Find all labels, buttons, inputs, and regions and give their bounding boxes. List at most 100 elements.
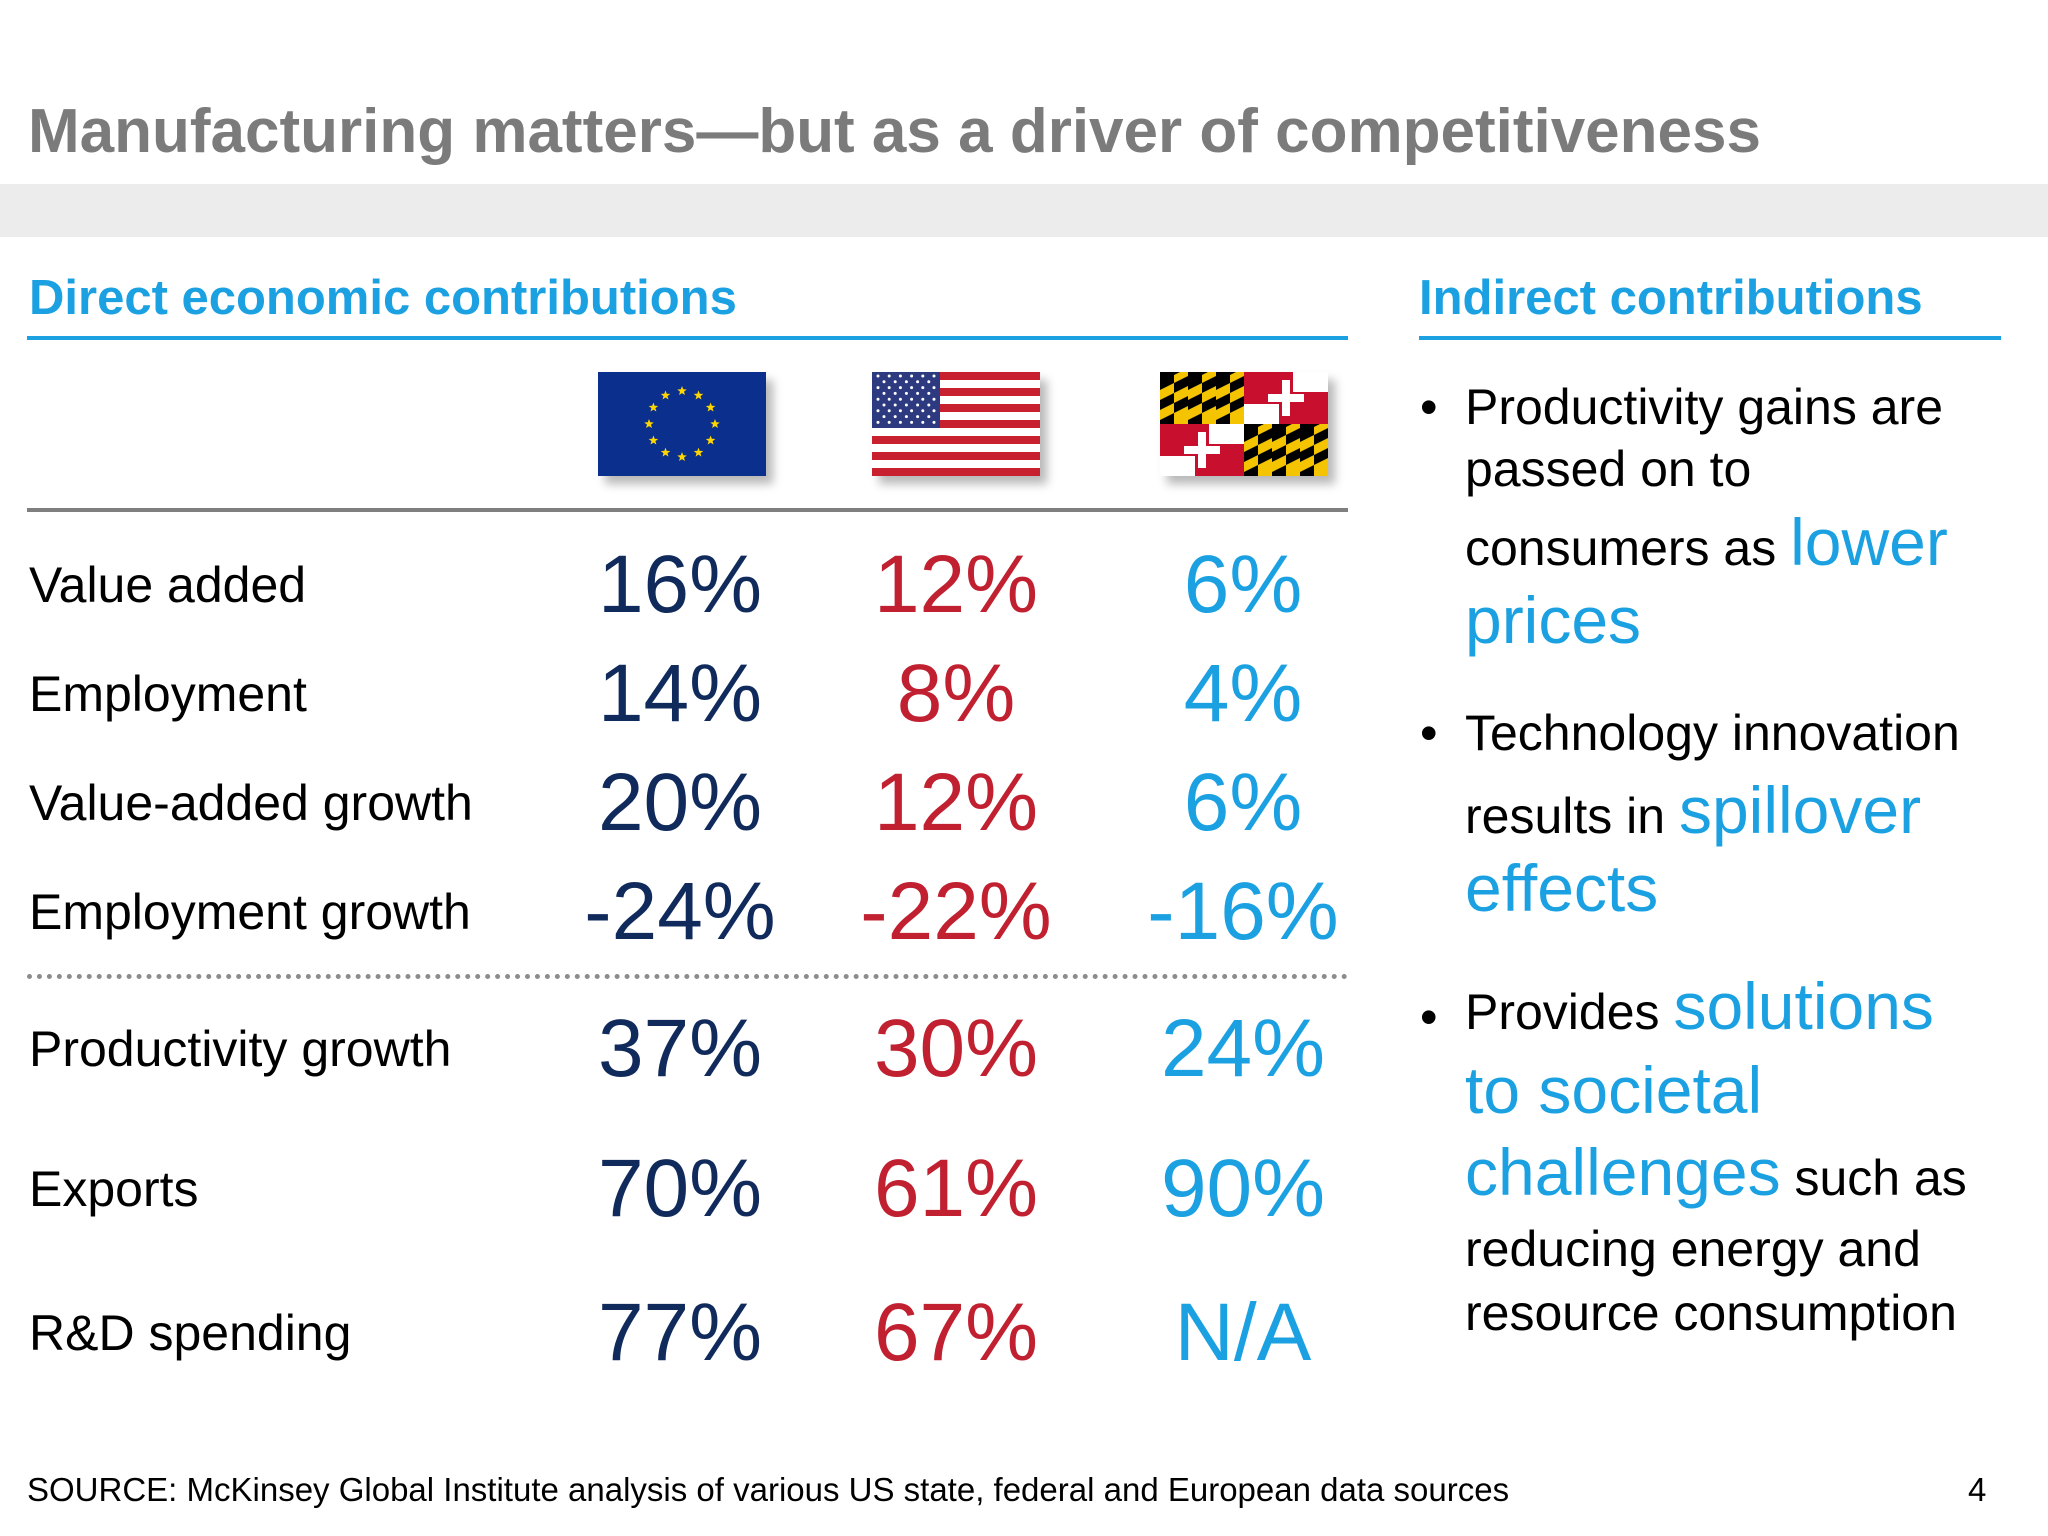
eu-flag-icon xyxy=(598,372,766,476)
bullet-1-line-1: Productivity gains are xyxy=(1465,379,1944,435)
us-star xyxy=(916,380,920,384)
exports-maryland: 90% xyxy=(1160,1143,1326,1234)
row-label-rd-spending: R&D spending xyxy=(29,1305,352,1361)
us-star xyxy=(927,380,931,384)
us-star xyxy=(927,403,931,407)
us-stripe xyxy=(872,428,1040,437)
us-stripe xyxy=(872,388,1040,397)
highlight-challenges: challenges xyxy=(1465,1135,1781,1209)
us-star xyxy=(904,403,908,407)
us-star xyxy=(876,420,880,424)
us-star xyxy=(882,380,886,384)
bullet-1-line-3: consumers as lower xyxy=(1465,505,1948,579)
bullet-3-line-4: reducing energy and xyxy=(1465,1221,1921,1277)
us-star xyxy=(921,397,925,401)
bullet-1-line-2: passed on to xyxy=(1465,441,1752,497)
eu-star xyxy=(644,419,654,429)
us-star xyxy=(887,409,891,413)
highlight-effects: effects xyxy=(1465,851,1659,925)
value-added-growth-maryland: 6% xyxy=(1183,757,1303,848)
us-star xyxy=(932,386,936,390)
us-star xyxy=(882,403,886,407)
us-star xyxy=(898,409,902,413)
exports-eu: 70% xyxy=(597,1143,763,1234)
us-star xyxy=(932,409,936,413)
flags-divider xyxy=(27,508,1348,512)
value-added-maryland: 6% xyxy=(1183,539,1303,630)
bullet-icon: • xyxy=(1420,705,1438,761)
us-stripe xyxy=(872,396,1040,405)
eu-star xyxy=(693,390,704,400)
us-star xyxy=(904,415,908,419)
employment-growth-eu: -24% xyxy=(584,866,776,957)
highlight-spillover: spillover xyxy=(1678,773,1922,847)
productivity-growth-us: 30% xyxy=(873,1003,1039,1094)
maryland-flag-graphic xyxy=(1160,372,1328,476)
dotted-divider xyxy=(27,974,1348,979)
employment-us: 8% xyxy=(896,648,1016,739)
eu-star xyxy=(705,402,716,412)
us-star xyxy=(876,374,880,378)
us-star xyxy=(910,420,914,424)
us-stripe xyxy=(872,380,1040,389)
value-added-growth-eu: 20% xyxy=(597,757,763,848)
value-added-eu: 16% xyxy=(597,539,763,630)
bullet-1-line-4: prices xyxy=(1465,582,1641,658)
bullet-2-line-3: effects xyxy=(1465,850,1658,926)
direct-contributions-heading: Direct economic contributions xyxy=(29,271,737,325)
bullet-3-line-5: resource consumption xyxy=(1465,1285,1957,1341)
highlight-prices: prices xyxy=(1465,583,1642,657)
row-label-employment: Employment xyxy=(29,666,307,722)
us-star xyxy=(893,415,897,419)
employment-growth-maryland: -16% xyxy=(1147,866,1339,957)
employment-growth-us: -22% xyxy=(860,866,1052,957)
us-star xyxy=(921,420,925,424)
us-stripe xyxy=(872,412,1040,421)
us-star xyxy=(876,397,880,401)
eu-star xyxy=(648,435,659,445)
direct-heading-rule xyxy=(27,336,1348,340)
us-star xyxy=(932,397,936,401)
us-star xyxy=(910,397,914,401)
eu-star xyxy=(677,452,687,462)
eu-star xyxy=(648,402,659,412)
us-star xyxy=(898,386,902,390)
exports-us: 61% xyxy=(873,1143,1039,1234)
page-number: 4 xyxy=(1968,1471,1987,1508)
eu-star xyxy=(677,386,687,396)
rd-spending-maryland: N/A xyxy=(1174,1287,1312,1378)
us-star xyxy=(916,403,920,407)
bullet-2-line-2: results in spillover xyxy=(1465,773,1922,847)
bullet-icon: • xyxy=(1420,379,1438,435)
us-star xyxy=(898,420,902,424)
rd-spending-eu: 77% xyxy=(597,1287,763,1378)
us-star xyxy=(910,409,914,413)
row-label-exports: Exports xyxy=(29,1161,199,1217)
row-label-productivity-growth: Productivity growth xyxy=(29,1021,452,1077)
title-band xyxy=(0,184,2048,237)
productivity-growth-maryland: 24% xyxy=(1160,1003,1326,1094)
us-stripe xyxy=(872,404,1040,413)
eu-star xyxy=(660,447,671,457)
eu-star xyxy=(710,419,720,429)
highlight-solutions: solutions xyxy=(1673,969,1934,1043)
rd-spending-us: 67% xyxy=(873,1287,1039,1378)
us-star xyxy=(887,386,891,390)
us-star xyxy=(921,409,925,413)
indirect-heading-rule xyxy=(1419,336,2001,340)
us-stripe xyxy=(872,452,1040,461)
us-star xyxy=(927,415,931,419)
us-star xyxy=(876,386,880,390)
row-label-employment-growth: Employment growth xyxy=(29,884,471,940)
us-stripe xyxy=(872,468,1040,476)
eu-star xyxy=(693,447,704,457)
employment-eu: 14% xyxy=(597,648,763,739)
us-stripe xyxy=(872,420,1040,429)
highlight-to-societal: to societal xyxy=(1465,1053,1763,1127)
us-star xyxy=(916,391,920,395)
us-star xyxy=(882,391,886,395)
indirect-contributions-heading: Indirect contributions xyxy=(1419,271,1923,325)
bullet-3-line-2: to societal xyxy=(1465,1052,1762,1128)
us-star xyxy=(887,420,891,424)
us-star xyxy=(893,391,897,395)
